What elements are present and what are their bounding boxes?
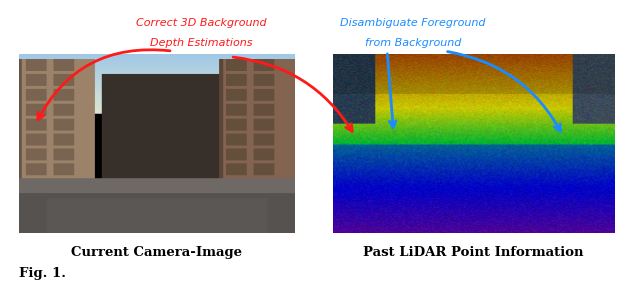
Text: Disambiguate Foreground: Disambiguate Foreground — [340, 18, 486, 28]
Text: Fig. 1.: Fig. 1. — [19, 267, 66, 280]
Text: Past LiDAR Point Information: Past LiDAR Point Information — [364, 246, 584, 259]
Text: from Background: from Background — [365, 38, 461, 48]
Text: Depth Estimations: Depth Estimations — [150, 38, 253, 48]
Text: Current Camera-Image: Current Camera-Image — [71, 246, 243, 259]
Text: Correct 3D Background: Correct 3D Background — [136, 18, 267, 28]
